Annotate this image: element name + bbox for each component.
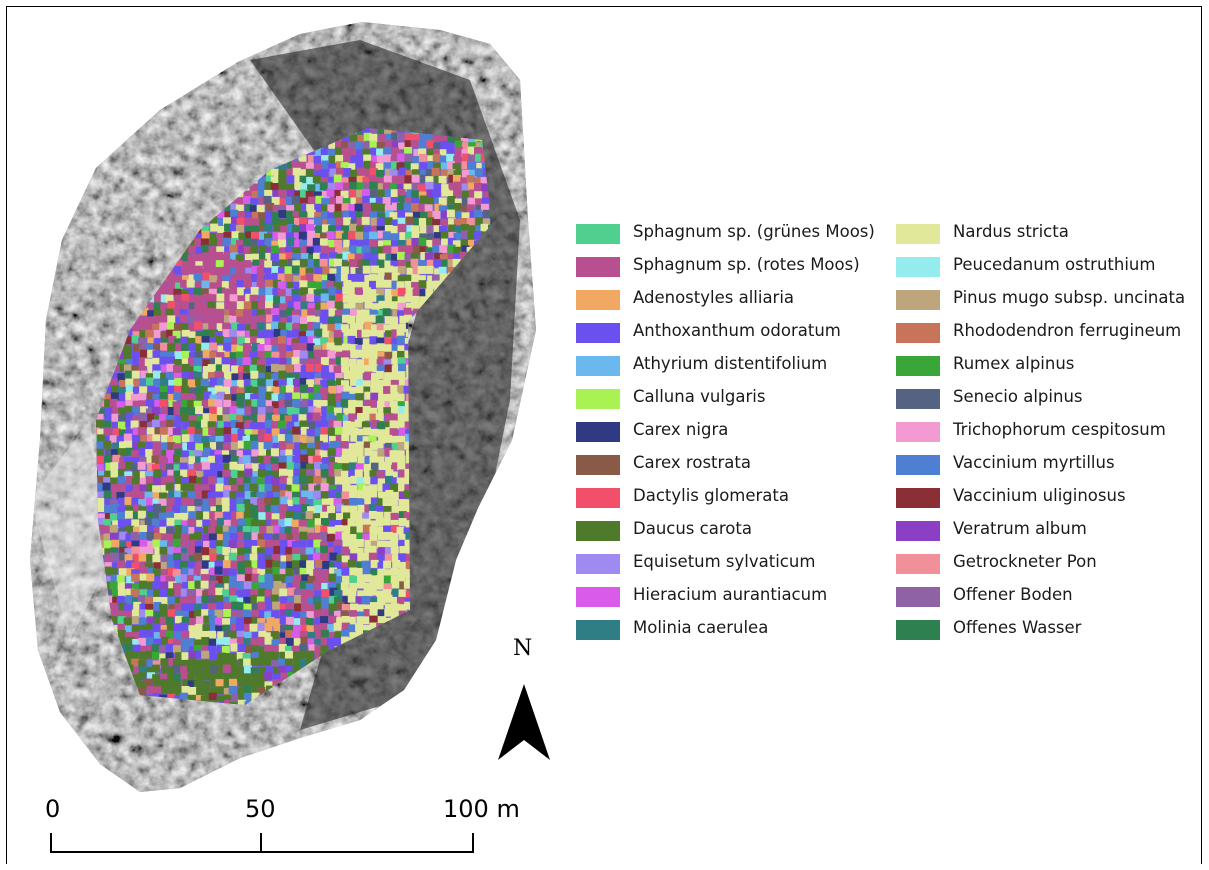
- legend-label: Rhododendron ferrugineum: [953, 321, 1182, 340]
- legend-label: Calluna vulgaris: [633, 387, 766, 406]
- legend-label: Anthoxanthum odoratum: [633, 321, 841, 340]
- legend-swatch: [896, 257, 940, 277]
- legend-swatch: [896, 455, 940, 475]
- legend-label: Offener Boden: [953, 585, 1073, 604]
- north-label: N: [513, 636, 533, 661]
- legend-item-dactylis-glomerata: Dactylis glomerata: [576, 484, 876, 517]
- legend-label: Getrockneter Pon: [953, 552, 1097, 571]
- legend-label: Senecio alpinus: [953, 387, 1083, 406]
- legend: Sphagnum sp. (grünes Moos) Sphagnum sp. (…: [576, 220, 1201, 660]
- legend-label: Vaccinium uliginosus: [953, 486, 1126, 505]
- legend-swatch: [896, 488, 940, 508]
- legend-item-carex-nigra: Carex nigra: [576, 418, 876, 451]
- legend-item-veratrum-album: Veratrum album: [896, 517, 1196, 550]
- legend-swatch: [576, 455, 620, 475]
- legend-label: Daucus carota: [633, 519, 752, 538]
- scale-label-50: 50: [245, 795, 276, 823]
- legend-swatch: [896, 554, 940, 574]
- legend-item-molinia-caerulea: Molinia caerulea: [576, 616, 876, 649]
- legend-swatch: [576, 224, 620, 244]
- legend-item-vaccinium-uliginosus: Vaccinium uliginosus: [896, 484, 1196, 517]
- legend-label: Rumex alpinus: [953, 354, 1075, 373]
- legend-swatch: [576, 257, 620, 277]
- legend-swatch: [896, 620, 940, 640]
- legend-item-calluna-vulgaris: Calluna vulgaris: [576, 385, 876, 418]
- legend-label: Sphagnum sp. (grünes Moos): [633, 222, 875, 241]
- map-image: [30, 22, 536, 792]
- legend-swatch: [576, 356, 620, 376]
- legend-label: Nardus stricta: [953, 222, 1069, 241]
- legend-label: Dactylis glomerata: [633, 486, 789, 505]
- legend-item-equisetum-sylvaticum: Equisetum sylvaticum: [576, 550, 876, 583]
- legend-swatch: [576, 554, 620, 574]
- legend-label: Vaccinium myrtillus: [953, 453, 1115, 472]
- legend-swatch: [896, 587, 940, 607]
- legend-item-rumex-alpinus: Rumex alpinus: [896, 352, 1196, 385]
- legend-swatch: [576, 587, 620, 607]
- legend-item-adenostyles-alliaria: Adenostyles alliaria: [576, 286, 876, 319]
- legend-label: Carex nigra: [633, 420, 729, 439]
- legend-swatch: [576, 488, 620, 508]
- legend-swatch: [896, 422, 940, 442]
- legend-item-getrockneter-pon: Getrockneter Pon: [896, 550, 1196, 583]
- legend-label: Carex rostrata: [633, 453, 751, 472]
- legend-item-pinus-mugo-subsp-uncinata: Pinus mugo subsp. uncinata: [896, 286, 1196, 319]
- legend-label: Athyrium distentifolium: [633, 354, 828, 373]
- legend-label: Sphagnum sp. (rotes Moos): [633, 255, 860, 274]
- scale-bar-icon: [50, 833, 474, 853]
- legend-swatch: [576, 389, 620, 409]
- legend-item-peucedanum-ostruthium: Peucedanum ostruthium: [896, 253, 1196, 286]
- legend-item-hieracium-aurantiacum: Hieracium aurantiacum: [576, 583, 876, 616]
- legend-label: Equisetum sylvaticum: [633, 552, 816, 571]
- legend-swatch: [896, 356, 940, 376]
- legend-item-sphagnum-sp-gr-nes-moos: Sphagnum sp. (grünes Moos): [576, 220, 876, 253]
- legend-swatch: [576, 422, 620, 442]
- legend-item-athyrium-distentifolium: Athyrium distentifolium: [576, 352, 876, 385]
- scale-label-0: 0: [45, 795, 61, 823]
- legend-swatch: [896, 389, 940, 409]
- north-arrow-icon: [498, 684, 550, 760]
- legend-column-1: Sphagnum sp. (grünes Moos) Sphagnum sp. (…: [576, 220, 876, 649]
- legend-item-daucus-carota: Daucus carota: [576, 517, 876, 550]
- legend-column-2: Nardus stricta Peucedanum ostruthium Pinus…: [896, 220, 1196, 649]
- legend-label: Pinus mugo subsp. uncinata: [953, 288, 1186, 307]
- legend-item-carex-rostrata: Carex rostrata: [576, 451, 876, 484]
- legend-label: Adenostyles alliaria: [633, 288, 795, 307]
- legend-label: Peucedanum ostruthium: [953, 255, 1156, 274]
- legend-item-vaccinium-myrtillus: Vaccinium myrtillus: [896, 451, 1196, 484]
- scale-label-100: 100 m: [443, 795, 520, 823]
- legend-swatch: [896, 224, 940, 244]
- legend-item-rhododendron-ferrugineum: Rhododendron ferrugineum: [896, 319, 1196, 352]
- legend-label: Veratrum album: [953, 519, 1087, 538]
- legend-item-anthoxanthum-odoratum: Anthoxanthum odoratum: [576, 319, 876, 352]
- scale-bar: 0 50 100 m: [40, 795, 520, 865]
- legend-swatch: [896, 290, 940, 310]
- legend-item-offener-boden: Offener Boden: [896, 583, 1196, 616]
- legend-swatch: [896, 323, 940, 343]
- legend-swatch: [576, 290, 620, 310]
- legend-swatch: [576, 521, 620, 541]
- legend-label: Trichophorum cespitosum: [953, 420, 1166, 439]
- legend-label: Offenes Wasser: [953, 618, 1082, 637]
- legend-swatch: [576, 323, 620, 343]
- legend-label: Molinia caerulea: [633, 618, 769, 637]
- legend-item-trichophorum-cespitosum: Trichophorum cespitosum: [896, 418, 1196, 451]
- legend-swatch: [576, 620, 620, 640]
- legend-label: Hieracium aurantiacum: [633, 585, 828, 604]
- legend-swatch: [896, 521, 940, 541]
- legend-item-nardus-stricta: Nardus stricta: [896, 220, 1196, 253]
- legend-item-sphagnum-sp-rotes-moos: Sphagnum sp. (rotes Moos): [576, 253, 876, 286]
- legend-item-senecio-alpinus: Senecio alpinus: [896, 385, 1196, 418]
- legend-item-offenes-wasser: Offenes Wasser: [896, 616, 1196, 649]
